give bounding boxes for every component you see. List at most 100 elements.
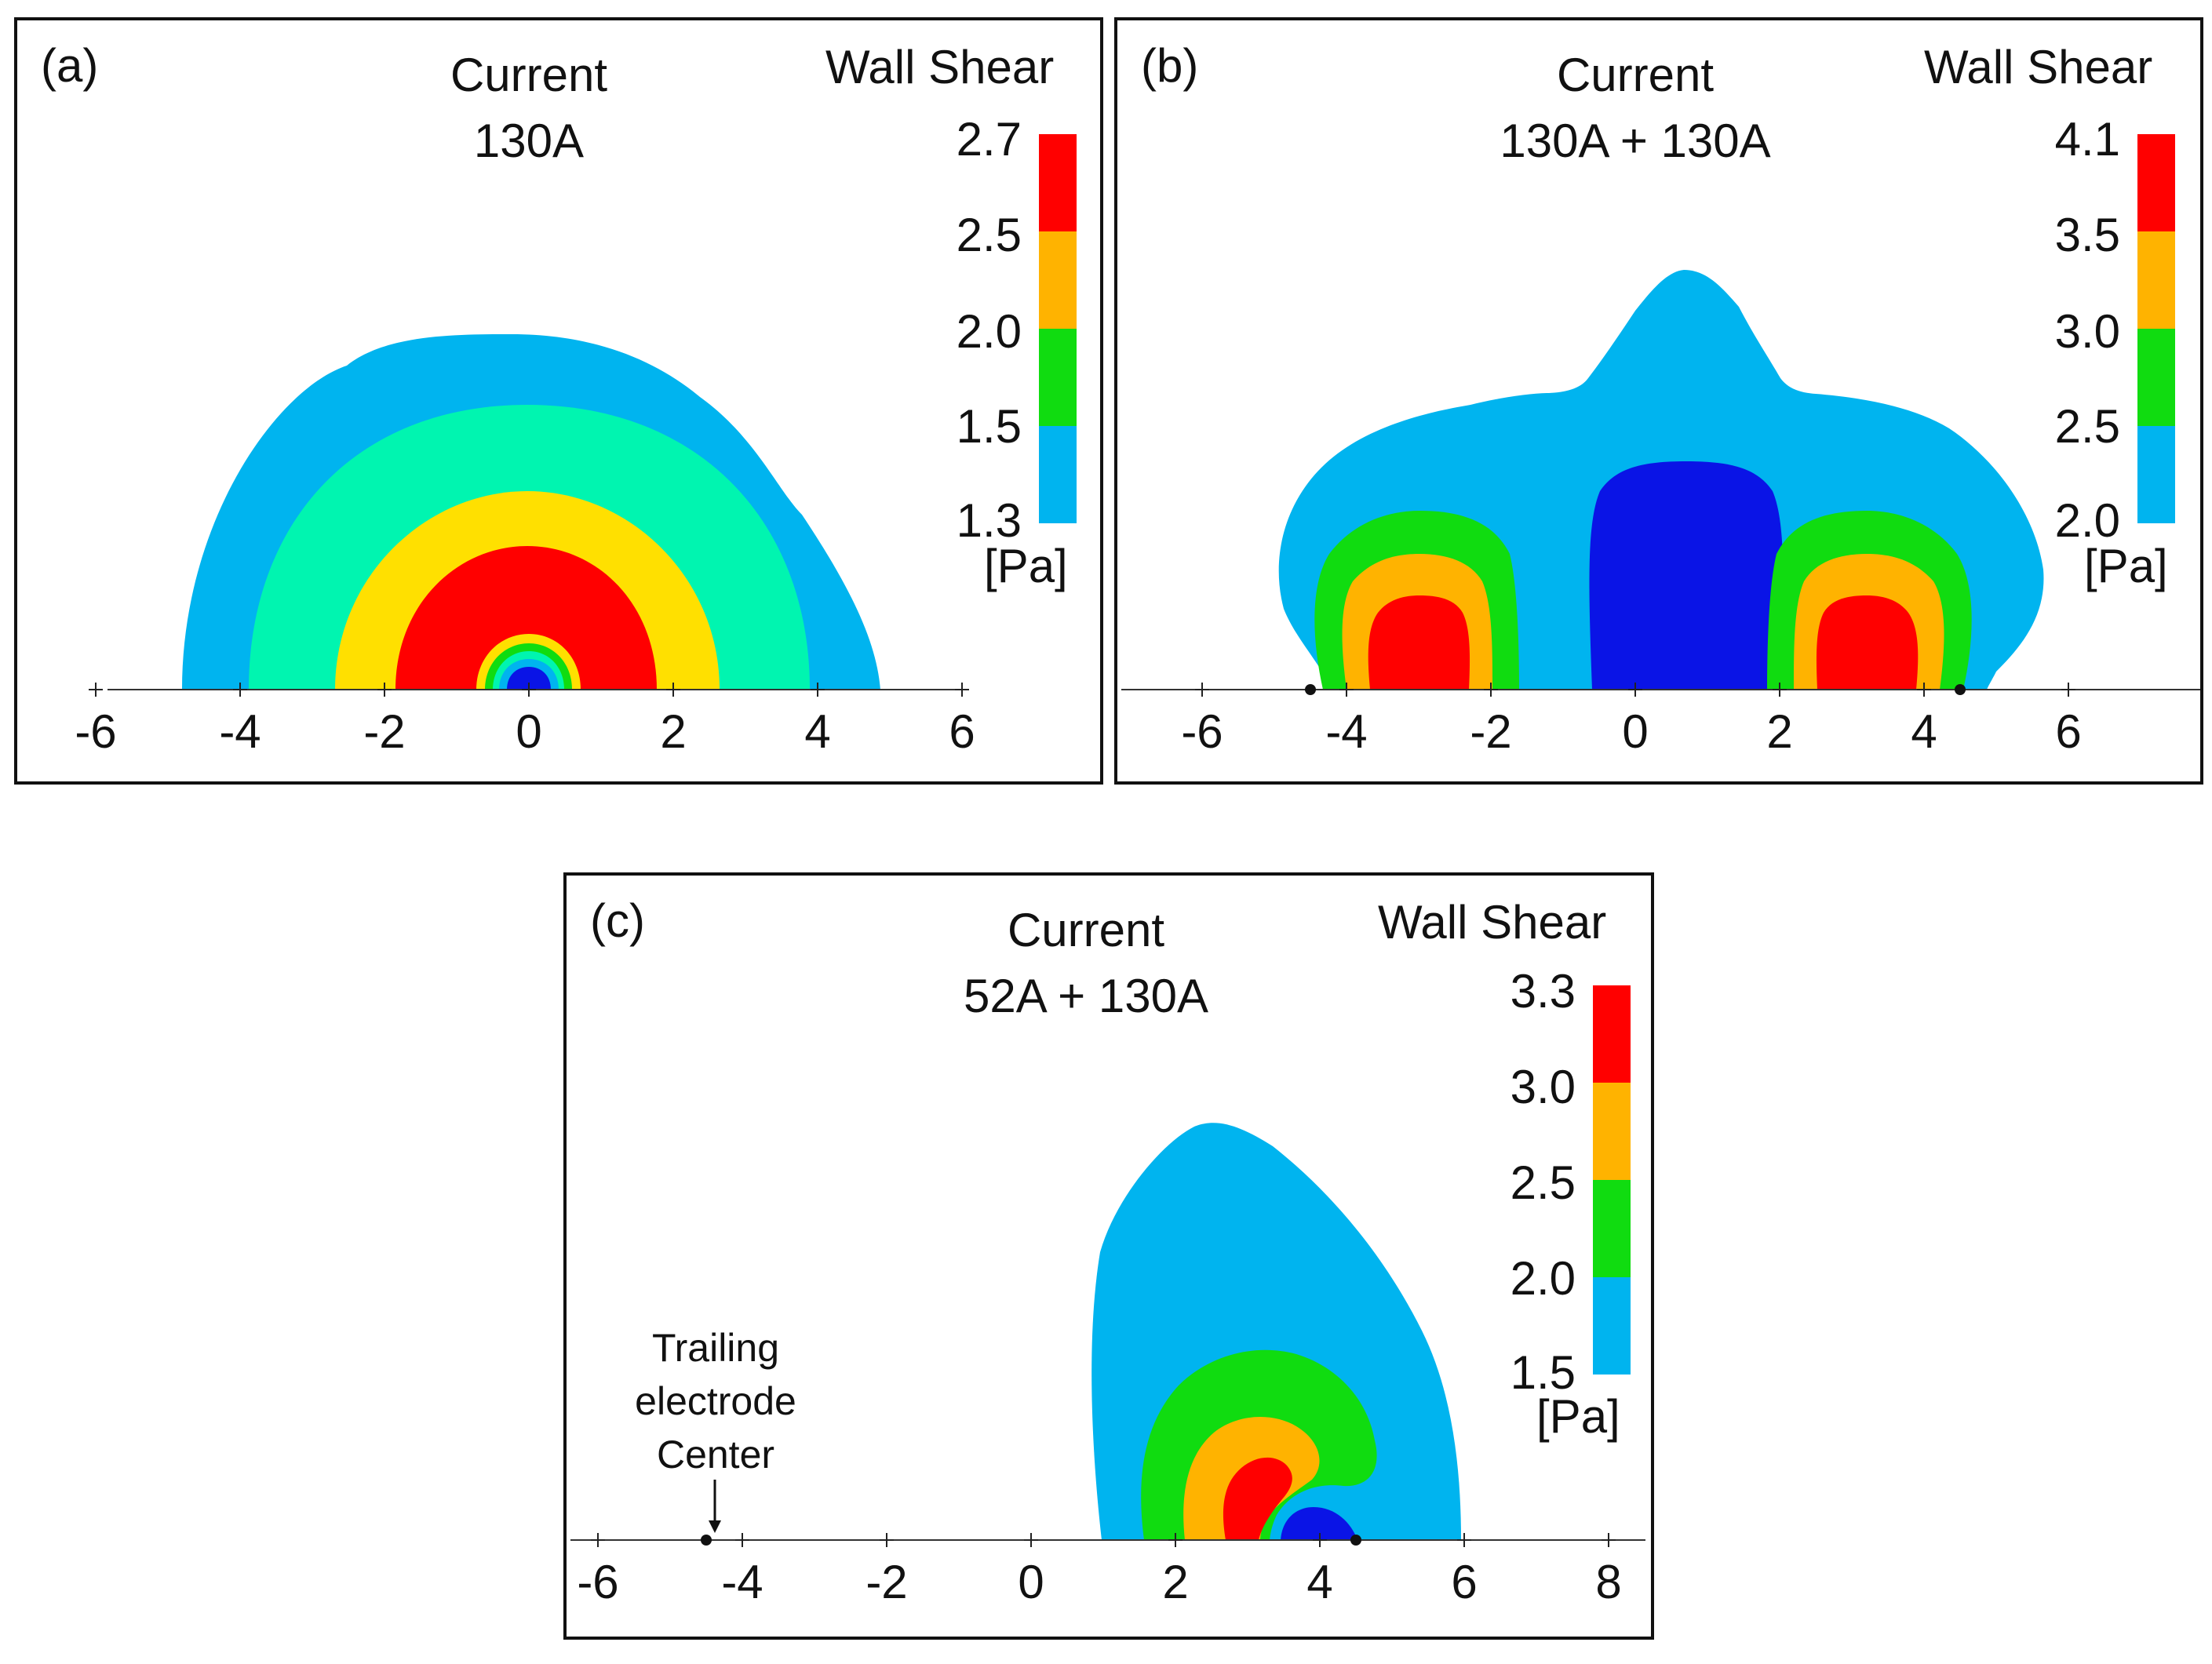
contour-core-c <box>1281 1507 1357 1540</box>
contour-plot-a <box>89 134 1077 697</box>
colorbar-segment-red-b <box>2137 134 2175 231</box>
colorbar-segment-orange-a <box>1039 231 1077 329</box>
x-tick-mark-c <box>1024 1533 1038 1547</box>
panel-label-a: (a) <box>41 39 99 92</box>
colorbar-tick-c: 1.5 <box>1510 1346 1576 1399</box>
x-tick-mark-a <box>522 683 536 697</box>
contour-regions-c <box>1091 1123 1461 1540</box>
title-line1-b: Current <box>1556 49 1715 101</box>
contour-core-a <box>507 667 551 690</box>
colorbar-segment-blue-b <box>2137 426 2175 523</box>
x-tick-label-a: 0 <box>516 705 542 758</box>
chart-title-a: Current 130A <box>450 42 607 174</box>
colorbar-unit-b: [Pa] <box>2084 540 2168 592</box>
x-tick-label-a: -4 <box>219 705 261 758</box>
x-tick-label-c: 6 <box>1451 1556 1478 1608</box>
title-line1-c: Current <box>1007 904 1165 956</box>
colorbar-tick-a: 2.7 <box>956 113 1022 166</box>
x-tick-mark-c <box>591 1533 605 1547</box>
title-line1-a: Current <box>450 49 608 101</box>
x-tick-label-a: -6 <box>75 705 117 758</box>
colorbar-tick-a: 1.5 <box>956 400 1022 453</box>
colorbar-c <box>1593 985 1631 1375</box>
x-tick-label-c: -6 <box>577 1556 619 1608</box>
x-tick-label-b: -2 <box>1470 705 1512 758</box>
colorbar-segment-green-b <box>2137 329 2175 426</box>
x-tick-mark-a <box>955 683 969 697</box>
colorbar-tick-a: 2.0 <box>956 305 1022 358</box>
chart-title-c: Current 52A + 130A <box>964 898 1208 1029</box>
x-tick-label-b: 0 <box>1622 705 1649 758</box>
panel-a: (a) Current 130A Wall Shear 2.7 2.5 2.0 … <box>14 17 1103 785</box>
x-tick-mark-c <box>1313 1533 1327 1547</box>
colorbar-tick-c: 2.0 <box>1510 1252 1576 1305</box>
colorbar-segment-orange-c <box>1593 1083 1631 1180</box>
colorbar-tick-b: 3.5 <box>2054 209 2120 261</box>
contour-2.5-2.7-a <box>395 546 657 690</box>
title-line2-b: 130A + 130A <box>1500 115 1771 167</box>
x-tick-label-c: -2 <box>865 1556 908 1608</box>
contour-right-red-b <box>1816 595 1919 690</box>
electrode-point-b <box>1305 684 1316 695</box>
x-tick-mark-b <box>1195 683 1209 697</box>
panel-b: (b) Current 130A + 130A Wall Shear 4.1 3… <box>1114 17 2203 785</box>
colorbar-segment-red-c <box>1593 985 1631 1083</box>
panel-label-c: (c) <box>590 894 645 947</box>
chart-title-b: Current 130A + 130A <box>1500 42 1770 174</box>
colorbar-segment-blue-c <box>1593 1277 1631 1375</box>
colorbar-tick-c: 2.5 <box>1510 1156 1576 1209</box>
panel-label-b: (b) <box>1141 39 1199 92</box>
annotation-line1-c: Trailing <box>651 1326 780 1370</box>
x-tick-label-c: 8 <box>1595 1556 1622 1608</box>
colorbar-tick-a: 2.5 <box>956 209 1022 261</box>
annotation-line2-c: electrode <box>635 1379 796 1423</box>
x-tick-label-b: 2 <box>1766 705 1793 758</box>
trailing-electrode-annotation: Trailing electrode Center <box>635 1321 796 1481</box>
x-tick-mark-a <box>811 683 825 697</box>
electrode-point-b <box>1955 684 1966 695</box>
x-tick-mark-c <box>1602 1533 1616 1547</box>
colorbar-tick-b: 2.0 <box>2054 494 2120 547</box>
colorbar-segment-blue-a <box>1039 426 1077 523</box>
x-tick-label-a: 4 <box>804 705 831 758</box>
contour-regions-a <box>182 334 880 690</box>
x-tick-label-c: 0 <box>1018 1556 1044 1608</box>
colorbar-tick-c: 3.3 <box>1510 965 1576 1018</box>
contour-regions-b <box>1278 270 2044 690</box>
x-tick-label-a: -2 <box>363 705 406 758</box>
x-tick-mark-b <box>1484 683 1498 697</box>
colorbar-title-c: Wall Shear <box>1378 896 1607 949</box>
x-tick-mark-b <box>1917 683 1931 697</box>
x-tick-label-b: 6 <box>2055 705 2082 758</box>
x-tick-mark-a <box>89 683 103 697</box>
colorbar-tick-a: 1.3 <box>956 494 1022 547</box>
x-tick-mark-c <box>1168 1533 1183 1547</box>
x-tick-mark-a <box>377 683 392 697</box>
x-tick-mark-c <box>880 1533 894 1547</box>
colorbar-tick-c: 3.0 <box>1510 1061 1576 1113</box>
x-tick-mark-b <box>1339 683 1354 697</box>
x-tick-label-b: 4 <box>1911 705 1937 758</box>
x-axis-a <box>89 683 969 697</box>
title-line2-c: 52A + 130A <box>964 970 1208 1022</box>
colorbar-tick-b: 3.0 <box>2054 305 2120 358</box>
colorbar-title-a: Wall Shear <box>825 41 1055 93</box>
x-tick-label-b: -4 <box>1325 705 1368 758</box>
colorbar-segment-green-a <box>1039 329 1077 426</box>
x-tick-mark-a <box>666 683 680 697</box>
x-axis-c <box>570 1533 1645 1547</box>
x-tick-mark-b <box>1773 683 1787 697</box>
colorbar-unit-c: [Pa] <box>1536 1390 1620 1443</box>
electrode-point-c <box>701 1535 712 1546</box>
colorbar-segment-orange-b <box>2137 231 2175 329</box>
annotation-line3-c: Center <box>656 1433 775 1476</box>
colorbar-segment-red-a <box>1039 134 1077 231</box>
colorbar-unit-a: [Pa] <box>984 540 1068 592</box>
x-tick-label-b: -6 <box>1181 705 1223 758</box>
contour-plot-c <box>570 985 1645 1547</box>
colorbar-b <box>2137 134 2175 523</box>
contour-core-b <box>1589 461 1784 690</box>
contour-3.0-3.3-c <box>1223 1457 1292 1540</box>
colorbar-tick-b: 4.1 <box>2054 113 2120 166</box>
contour-plot-b <box>1121 134 2200 697</box>
